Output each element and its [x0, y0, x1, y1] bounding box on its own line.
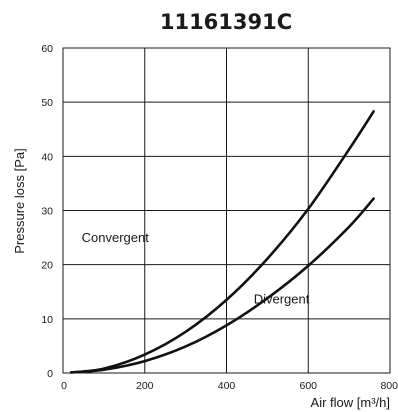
series-label-divergent: Divergent [254, 292, 310, 307]
x-tick-labels: 0 200 400 600 800 [61, 380, 398, 392]
y-tick-label: 0 [47, 368, 53, 380]
plot-frame [62, 47, 391, 374]
x-tick-label: 600 [299, 380, 317, 392]
gridlines [63, 48, 390, 373]
y-tick-label: 10 [41, 314, 53, 326]
y-axis-label: Pressure loss [Pa] [12, 148, 27, 254]
y-tick-label: 50 [41, 97, 53, 109]
x-tick-label: 0 [61, 380, 67, 392]
chart-title: 11161391C [160, 10, 292, 34]
y-tick-labels: 0 10 20 30 40 50 60 [41, 43, 53, 380]
x-tick-label: 800 [380, 380, 398, 392]
series-line-divergent [69, 197, 375, 374]
series-label-convergent: Convergent [82, 230, 150, 245]
y-tick-label: 20 [41, 260, 53, 272]
series-line-convergent [69, 110, 375, 374]
x-axis-label: Air flow [m³/h] [311, 395, 390, 410]
series-labels: Convergent Divergent [82, 230, 310, 307]
y-tick-label: 60 [41, 43, 53, 55]
series-group [69, 110, 375, 374]
y-tick-label: 40 [41, 151, 53, 163]
x-tick-label: 200 [136, 380, 154, 392]
x-tick-label: 400 [218, 380, 236, 392]
y-tick-label: 30 [41, 206, 53, 218]
